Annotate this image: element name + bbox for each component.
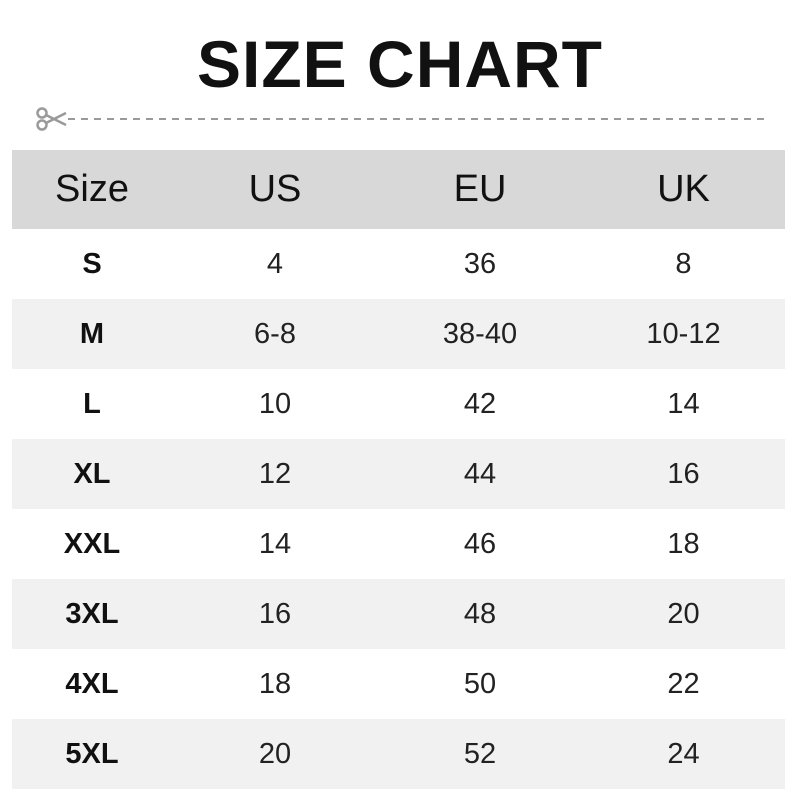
- cell-us: 16: [172, 579, 378, 649]
- size-table: Size US EU UK S 4 36 8 M 6-8 38-40 10-12 L 10 42 14 XL 1…: [12, 150, 785, 789]
- cell-us: 14: [258, 527, 292, 560]
- cell-size: 3XL: [12, 579, 172, 649]
- cell-size: 4XL: [65, 667, 119, 700]
- cell-eu: 48: [378, 579, 582, 649]
- header-row: Size US EU UK: [12, 150, 785, 229]
- cell-uk: 14: [667, 387, 700, 420]
- cell-eu: 50: [463, 667, 497, 700]
- table-row: 5XL 20 52 24: [12, 719, 785, 789]
- cell-uk: 8: [675, 247, 692, 280]
- cell-uk: 18: [667, 527, 700, 560]
- column-header-uk: UK: [582, 150, 785, 229]
- cell-us: 18: [258, 667, 292, 700]
- table-row: XXL 14 46 18: [12, 509, 785, 579]
- table-row: L 10 42 14: [12, 369, 785, 439]
- cell-us: 6-8: [172, 299, 378, 369]
- table-row: XL 12 44 16: [12, 439, 785, 509]
- cell-size: 5XL: [12, 719, 172, 789]
- cell-us: 20: [172, 719, 378, 789]
- cut-line: [36, 107, 769, 131]
- column-header-size: Size: [12, 150, 172, 229]
- page-title: SIZE CHART: [197, 27, 603, 101]
- cell-size: S: [82, 247, 102, 280]
- cell-size: M: [12, 299, 172, 369]
- cell-eu: 38-40: [378, 299, 582, 369]
- cell-eu: 42: [463, 387, 497, 420]
- cell-size: XXL: [63, 527, 121, 560]
- table-row: S 4 36 8: [12, 229, 785, 299]
- table-row: 4XL 18 50 22: [12, 649, 785, 719]
- cell-eu: 46: [463, 527, 497, 560]
- column-header-eu: EU: [378, 150, 582, 229]
- scissors-icon: [36, 107, 67, 131]
- cell-size: L: [83, 387, 101, 420]
- cell-eu: 36: [463, 247, 497, 280]
- cell-eu: 52: [378, 719, 582, 789]
- cell-us: 10: [258, 387, 292, 420]
- cell-uk: 10-12: [582, 299, 785, 369]
- cell-size: XL: [12, 439, 172, 509]
- cell-us: 12: [172, 439, 378, 509]
- cell-us: 4: [266, 247, 284, 280]
- table-row: M 6-8 38-40 10-12: [12, 299, 785, 369]
- column-header-us: US: [172, 150, 378, 229]
- cell-uk: 22: [667, 667, 700, 700]
- cell-uk: 20: [582, 579, 785, 649]
- cell-uk: 16: [582, 439, 785, 509]
- cell-eu: 44: [378, 439, 582, 509]
- cell-uk: 24: [582, 719, 785, 789]
- table-row: 3XL 16 48 20: [12, 579, 785, 649]
